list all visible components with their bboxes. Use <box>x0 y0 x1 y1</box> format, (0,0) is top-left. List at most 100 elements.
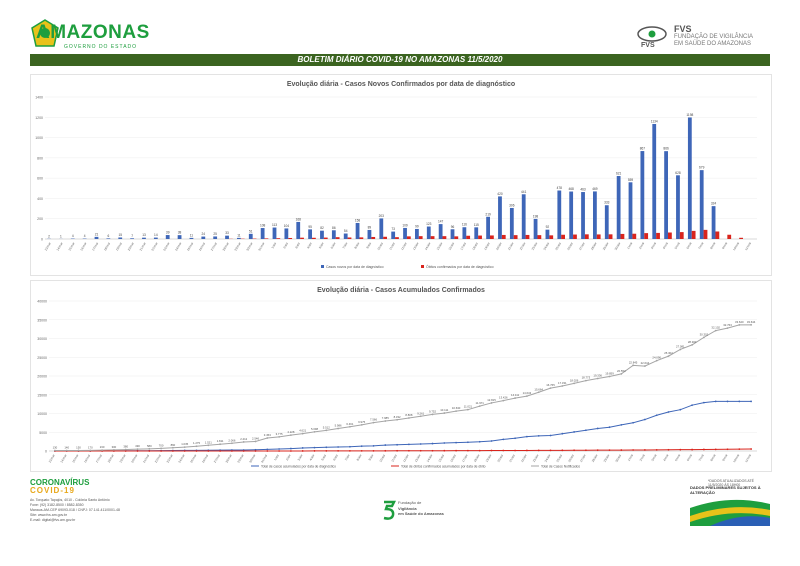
data-label: 628 <box>675 171 681 175</box>
data-label: 2.546 <box>252 436 259 440</box>
data-label: 679 <box>699 166 705 170</box>
cases-point <box>349 445 351 448</box>
x-tick-label: 4/mai <box>662 241 669 250</box>
y-tick-label: 1200 <box>35 116 43 120</box>
data-label: 28.300 <box>688 340 697 344</box>
notified-point <box>750 323 752 326</box>
notified-point <box>667 355 670 358</box>
deaths-point <box>219 450 222 452</box>
notified-point <box>596 377 599 380</box>
new-cases-bar <box>711 206 716 239</box>
data-label: 559 <box>628 178 634 182</box>
fvs-subtitle-2: EM SAÚDE DO AMAZONAS <box>674 41 752 47</box>
legend-swatch-new-cases <box>321 265 324 268</box>
notified-point <box>585 379 587 382</box>
x-tick-label: 8/abr <box>356 454 363 462</box>
y-tick-label: 10000 <box>37 412 47 416</box>
cumulative-cases-panel: Evolução diária - Casos Acumulados Confi… <box>30 280 772 472</box>
y-tick-label: 1000 <box>35 136 43 140</box>
notified-point <box>396 418 398 421</box>
notified-point <box>372 421 375 424</box>
data-label: 6.975 <box>358 420 365 424</box>
deaths-point <box>408 449 410 452</box>
deaths-point <box>301 450 304 452</box>
x-tick-label: 26/mar <box>198 242 206 252</box>
deaths-point <box>443 449 446 452</box>
notified-point <box>644 365 646 367</box>
new-cases-bar <box>462 227 467 239</box>
deaths-point <box>337 450 339 452</box>
new-cases-bar <box>581 192 585 239</box>
data-label: 3.775 <box>276 432 283 436</box>
data-label: 5.512 <box>323 425 330 429</box>
fvs-logo: FVS FVS FUNDAÇÃO DE VIGILÂNCIA EM SAÚDE … <box>636 24 786 48</box>
notified-point <box>183 446 186 449</box>
cases-point <box>750 400 752 403</box>
data-label: 333 <box>604 201 610 205</box>
deaths-bar <box>335 237 340 239</box>
data-label: 147 <box>438 220 444 224</box>
x-tick-label: 6/abr <box>332 454 339 462</box>
deaths-bar <box>584 234 589 239</box>
data-label: 13.426 <box>499 396 508 400</box>
amazonas-logo <box>30 18 150 54</box>
svg-text:FVS: FVS <box>641 42 655 48</box>
notified-point <box>231 442 233 445</box>
deaths-point <box>620 449 623 451</box>
new-cases-bar <box>106 238 111 239</box>
notified-point <box>467 408 469 411</box>
legend-label: Total de óbitos confirmados acumulados p… <box>401 465 486 469</box>
notified-point <box>124 448 127 451</box>
data-label: 30.302 <box>700 332 709 336</box>
deaths-bar <box>644 233 649 239</box>
x-tick-label: 30/abr <box>614 242 622 251</box>
notified-point <box>632 364 634 367</box>
new-cases-bar <box>177 235 182 239</box>
new-cases-bar <box>640 151 645 239</box>
x-tick-label: 17/abr <box>461 454 469 463</box>
deaths-point <box>561 449 564 452</box>
x-tick-label: 13/abr <box>414 454 422 463</box>
x-tick-label: 29/abr <box>602 242 610 251</box>
data-label: 27.081 <box>676 344 685 348</box>
data-label: 1.035 <box>181 442 188 446</box>
legend-label: Total de casos acumulados por data de di… <box>261 465 336 469</box>
new-cases-bar <box>213 236 218 239</box>
data-label: 86 <box>332 226 336 230</box>
deaths-point <box>254 450 257 452</box>
data-label: 463 <box>580 188 586 192</box>
x-tick-label: 3/abr <box>294 242 301 250</box>
cumulative-deaths-line <box>54 448 752 452</box>
x-tick-label: 9/abr <box>367 454 374 462</box>
cases-point <box>549 434 552 437</box>
cases-point <box>443 442 446 444</box>
deaths-bar <box>537 235 542 239</box>
deaths-bar <box>371 236 376 239</box>
new-cases-bar <box>153 237 158 239</box>
deaths-bar <box>549 235 554 239</box>
y-tick-label: 1400 <box>35 96 43 100</box>
deaths-point <box>750 448 752 450</box>
notified-point <box>384 420 387 422</box>
x-tick-label: 15/abr <box>436 242 444 251</box>
deaths-point <box>632 449 634 451</box>
deaths-point <box>455 449 457 452</box>
x-tick-label: 21/mar <box>142 454 150 464</box>
new-cases-bar <box>533 218 538 239</box>
data-label: 16.765 <box>546 383 555 387</box>
x-tick-label: 8/mai <box>709 241 716 250</box>
cases-point <box>620 423 623 426</box>
notified-point <box>679 348 682 351</box>
deaths-point <box>514 449 516 452</box>
deaths-point <box>596 449 599 452</box>
notified-point <box>573 382 575 385</box>
x-tick-label: 24/mar <box>174 242 182 252</box>
data-label: 866 <box>663 147 669 151</box>
deaths-bar <box>383 236 387 239</box>
x-tick-label: 11/mai <box>744 453 752 463</box>
new-cases-bar <box>521 194 526 239</box>
x-tick-label: 27/abr <box>578 242 586 251</box>
y-tick-label: 35000 <box>37 318 47 322</box>
cases-point <box>703 401 705 404</box>
deaths-bar <box>276 238 281 239</box>
